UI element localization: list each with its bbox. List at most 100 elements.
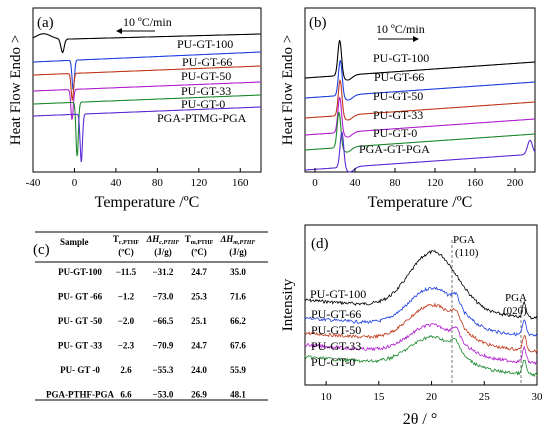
table-cell-r2-c0: PU- GT -50	[58, 316, 103, 326]
panel-d-curve-pu-gt-50	[304, 302, 538, 354]
panel-d-label-pu-gt-50: PU-GT-50	[311, 323, 361, 337]
table-cell-r1-c4: 71.6	[230, 292, 246, 302]
table-cell-r0-c4: 35.0	[230, 267, 246, 277]
table-cell-r2-c1: −2.0	[118, 316, 135, 326]
panel-a-xlabel: Temperature /ºC	[95, 194, 200, 211]
panel-d-tick-label-3: 25	[479, 391, 491, 403]
table-cell-r1-c3: 25.3	[191, 292, 207, 302]
table-header-dhc-unit: (J/g)	[154, 247, 172, 257]
panel-a-curve-pu-gt-66	[33, 51, 261, 92]
panel-a-ylabel: Heat Flow Endo >	[8, 35, 24, 146]
panel-d-frame	[304, 224, 538, 386]
panel-b-label: (b)	[309, 15, 327, 31]
panel-a-frame	[32, 7, 262, 173]
panel-a-tick-label-2: 40	[110, 177, 122, 189]
panel-a-label-pu-gt-100: PU-GT-100	[177, 37, 233, 51]
panel-b-tick-label-1: 40	[350, 177, 362, 189]
panel-b-label-pu-gt-50: PU-GT-50	[373, 89, 423, 103]
table-cell-r4-c0: PU- GT -0	[60, 365, 100, 375]
panel-a-arrowhead	[116, 28, 122, 34]
panel-b-curves	[305, 39, 536, 173]
panel-d-tick-label-4: 30	[532, 391, 544, 403]
panel-a-curve-pu-gt-100	[32, 33, 261, 54]
panel-a-label-pu-gt-0: PU-GT-0	[181, 97, 225, 111]
panel-a-tick-label-3: 80	[152, 177, 164, 189]
table-cell-r1-c2: −73.0	[153, 292, 174, 302]
panel-a: (a) 10 ºC/min PU-GT-100 PU-GT-66 PU-GT-5…	[8, 7, 262, 211]
panel-b-tick-label-4: 160	[467, 177, 484, 189]
panel-a-curve-pu-gt-50	[33, 65, 261, 101]
panel-b-ylabel: Heat Flow Endo >	[280, 35, 296, 146]
panel-d-label-pu-gt-100: PU-GT-100	[310, 287, 366, 301]
table-cell-r3-c2: −70.9	[153, 341, 174, 351]
peak-020-label: PGA	[505, 292, 527, 304]
panel-b-curve-pu-gt-50	[305, 78, 535, 121]
panel-b-label-pu-gt-66: PU-GT-66	[374, 70, 424, 84]
table-cell-r2-c2: −66.5	[153, 316, 174, 326]
table-header-dhc: ΔHc,PTHF	[146, 234, 180, 246]
panel-a-tick-label-0: -40	[26, 177, 41, 189]
table-cell-r4-c3: 24.0	[191, 365, 207, 375]
table-header-dhm: ΔHm,PTHF	[220, 234, 256, 246]
table-header-tc: Tc,PTHF	[113, 234, 140, 246]
panel-c-label: (c)	[33, 242, 50, 258]
panel-d-label: (d)	[311, 236, 329, 252]
table-header-tm: Tm,PTHF	[185, 234, 214, 246]
panel-b-curve-pu-gt-66	[305, 60, 535, 101]
panel-d-curve-pu-gt-0	[304, 335, 538, 378]
panel-b-curve-pga-gt-pga	[305, 131, 536, 173]
panel-a-label-pu-gt-33: PU-GT-33	[181, 84, 231, 98]
table-cell-r1-c0: PU- GT -66	[58, 292, 103, 302]
peak-110-miller: (110)	[455, 247, 479, 259]
panel-b-rate: 10 ºC/min	[376, 22, 425, 36]
table-header-tc-unit: (ºC)	[118, 247, 133, 257]
panel-c: (c) Sample Tc,PTHF (ºC) ΔHc,PTHF (J/g) T…	[33, 231, 268, 401]
peak-110-label: PGA	[453, 234, 475, 246]
panel-b-curve-pu-gt-33	[305, 96, 535, 138]
panel-a-rate: 10 ºC/min	[123, 15, 172, 29]
table-cell-r0-c2: −31.2	[153, 267, 174, 277]
panel-b-frame	[304, 7, 536, 173]
table-cell-r4-c1: 2.6	[120, 365, 132, 375]
panel-d-xlabel: 2θ / °	[403, 411, 438, 428]
panel-d-label-pu-gt-0: PU-GT-0	[311, 355, 355, 369]
panel-d-tick-label-1: 15	[373, 391, 385, 403]
table-cell-r0-c1: −11.5	[116, 267, 137, 277]
panel-b-tick-label-5: 200	[507, 177, 524, 189]
panel-d-curve-pu-gt-100	[304, 250, 538, 320]
panel-a-curves	[32, 33, 261, 163]
panel-a-label-pga-ptmg-pga: PGA-PTMG-PGA	[157, 111, 247, 125]
panel-b-label-pu-gt-33: PU-GT-33	[373, 108, 423, 122]
peak-020-miller: (020)	[503, 305, 527, 317]
table-cell-r0-c3: 24.7	[191, 267, 207, 277]
panel-b-label-pga-gt-pga: PGA-GT-PGA	[359, 142, 430, 156]
table-cell-r5-c2: −53.0	[153, 390, 174, 400]
panel-a-tick-label-5: 160	[232, 177, 249, 189]
panel-d: (d) PGA (110) PGA (020) PU-GT-100 PU-GT-…	[280, 224, 543, 428]
panel-b-xticks: 0 40 80 120 160 200	[312, 168, 524, 189]
panel-d-xticks: 10 15 20 25 30	[321, 381, 543, 403]
table-cell-r5-c1: 6.6	[120, 390, 132, 400]
panel-b-curve-pu-gt-100	[305, 39, 535, 81]
panel-a-label-pu-gt-50: PU-GT-50	[181, 69, 231, 83]
panel-a-curve-pga-ptmg-pga	[33, 106, 261, 163]
table-header-dhm-unit: (J/g)	[229, 247, 247, 257]
panel-d-curve-pu-gt-66	[304, 286, 538, 337]
panel-b-tick-label-0: 0	[312, 177, 318, 189]
panel-a-tick-label-1: 0	[72, 177, 78, 189]
panel-d-curve-pu-gt-33	[304, 323, 538, 366]
panel-b-tick-label-3: 120	[427, 177, 444, 189]
panel-a-label: (a)	[37, 15, 54, 31]
panel-b-arrowhead	[413, 36, 419, 42]
table-cell-r5-c3: 26.9	[191, 390, 207, 400]
table-cell-r3-c4: 67.6	[230, 341, 246, 351]
table-cell-r2-c3: 25.1	[191, 316, 207, 326]
table-cell-r4-c2: −55.3	[153, 365, 174, 375]
table-header-tm-unit: (ºC)	[191, 247, 206, 257]
panel-d-label-pu-gt-66: PU-GT-66	[311, 307, 361, 321]
table-cell-r5-c4: 48.1	[230, 390, 246, 400]
table-cell-r2-c4: 66.2	[230, 316, 246, 326]
panel-a-curve-pu-gt-0	[33, 94, 261, 157]
panel-b-label-pu-gt-0: PU-GT-0	[373, 126, 417, 140]
